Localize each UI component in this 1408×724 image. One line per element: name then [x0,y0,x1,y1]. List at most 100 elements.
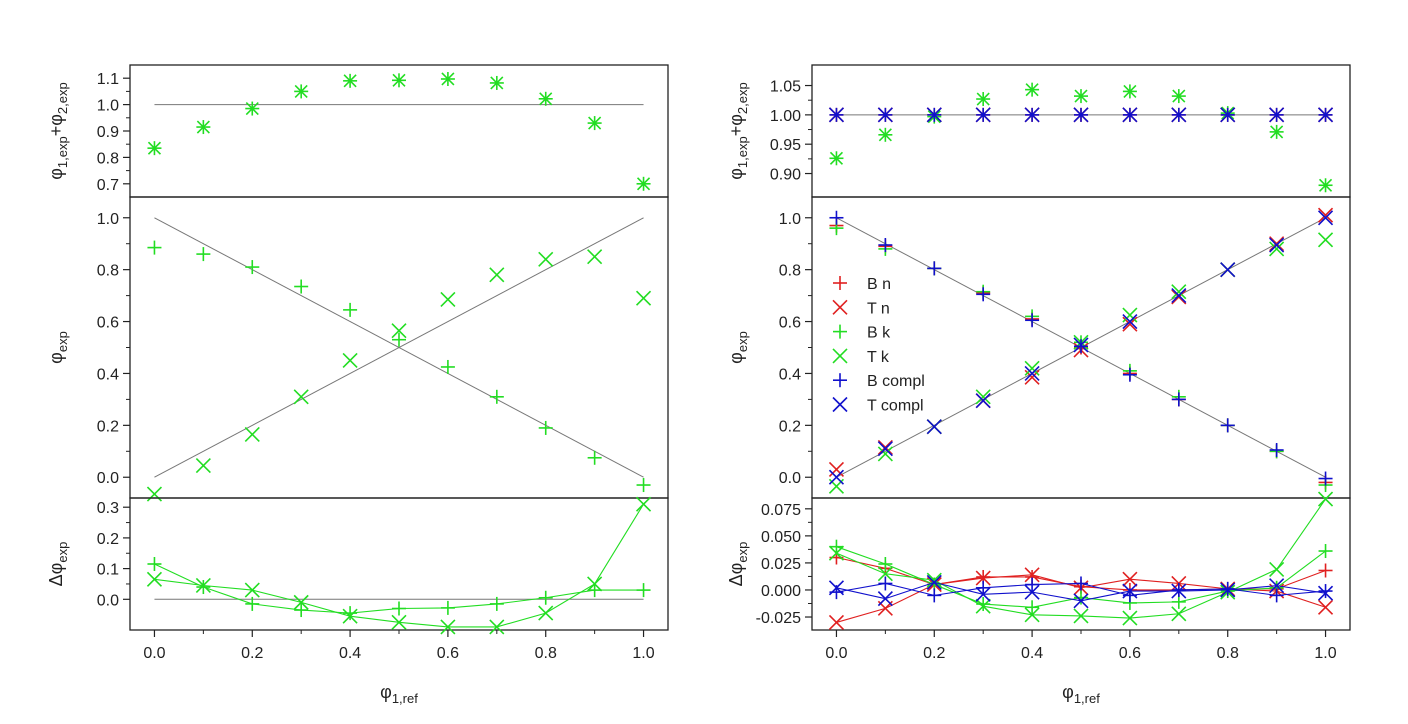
data-point [877,591,893,607]
data-point [1074,576,1088,591]
data-point [878,238,893,253]
legend-label: T n [867,300,890,317]
x-axis-label: φ1,ref [1062,682,1100,706]
x-tick-label: 0.6 [437,645,459,662]
data-point [1269,237,1285,253]
data-point [1122,610,1138,626]
legend-label: B k [867,325,891,342]
legend: B n T n B k T k B compl T compl [832,276,925,415]
data-point [1220,582,1236,598]
data-point [195,577,211,594]
data-point [635,290,652,306]
y-tick-label: 1.00 [770,108,801,125]
legend-marker [832,299,848,315]
y-tick-label: 0.8 [97,263,119,280]
data-point [1318,471,1333,486]
data-point [1318,178,1333,193]
data-point [587,450,602,465]
x-tick-label: 0.2 [923,645,945,662]
data-point [293,389,309,405]
data-point [1024,567,1040,583]
data-point [975,107,991,123]
legend-entry: T k [832,348,890,366]
data-point [538,605,554,621]
data-point [245,596,260,611]
y-tick-label: 0.050 [761,529,801,546]
data-point [147,557,162,571]
x-tick-label: 0.4 [339,645,361,662]
data-point [1122,313,1138,330]
data-point [1317,107,1334,123]
y-tick-label: 0.1 [97,562,119,579]
data-point [1122,307,1138,323]
data-point [294,84,309,99]
data-point [829,539,844,554]
data-point [1269,561,1285,577]
data-point [343,302,358,317]
data-point [1025,577,1040,592]
data-point [587,116,602,131]
data-point [538,91,553,106]
x-tick-label: 1.0 [1314,645,1336,662]
y-tick-label: 0.9 [97,124,119,141]
data-point [828,461,845,478]
data-point [1269,442,1284,457]
legend-marker [832,348,848,364]
data-point [293,594,309,610]
data-point [877,566,893,582]
x-tick-label: 0.8 [1217,645,1239,662]
y-tick-label: 0.7 [97,177,119,194]
data-point [976,287,991,302]
reference-line [154,217,644,478]
data-point [828,614,845,630]
x-tick-label: 0.2 [241,645,263,662]
data-point [877,441,893,457]
x-tick-label: 0.0 [143,645,165,662]
data-point [294,603,309,618]
y-tick-label: 1.0 [97,211,119,228]
data-point [1074,590,1088,605]
data-point [926,419,942,435]
data-point [828,580,845,596]
data-point [392,332,406,347]
y-axis-label: φexp [46,331,70,364]
data-point [294,279,309,294]
data-point [1122,84,1137,99]
y-tick-label: 0.075 [761,502,801,519]
chart-panel-right: 0.90 0.95 1.00 1.05 φ1,exp+φ2,exp 0.0 0.2 0.4 0.… [726,64,1351,706]
data-point [147,240,162,255]
data-point [1171,583,1187,599]
data-point [1025,313,1040,328]
data-point [1171,594,1186,609]
data-point [392,601,406,616]
y-tick-label: 1.0 [779,211,801,228]
data-point [975,598,991,614]
data-point [1220,262,1236,278]
y-tick-label: 0.6 [779,315,801,332]
data-point [1024,607,1040,623]
legend-entry: T compl [832,396,924,415]
data-point [635,496,652,512]
y-tick-label: 0.2 [779,418,801,435]
y-axis-label: Δφexp [726,542,750,587]
x-tick-label: 0.6 [1119,645,1141,662]
data-point [1317,585,1334,601]
data-point [146,486,163,502]
data-point [538,590,553,605]
data-point [1318,584,1333,599]
data-point [1317,491,1334,507]
data-point [636,583,651,598]
data-point [1122,107,1138,123]
subplot-delta: -0.025 0.000 0.025 0.050 0.075 Δφexp [726,491,1351,631]
legend-entry: B compl [833,373,925,390]
data-point [391,614,407,630]
data-point [244,426,260,442]
data-point [489,389,504,404]
data-point [1074,339,1088,354]
data-point [391,323,407,339]
x-tick-label: 0.0 [825,645,847,662]
data-point [342,352,358,369]
data-point [1171,89,1186,104]
data-point [1171,284,1187,300]
data-point [1074,89,1088,104]
